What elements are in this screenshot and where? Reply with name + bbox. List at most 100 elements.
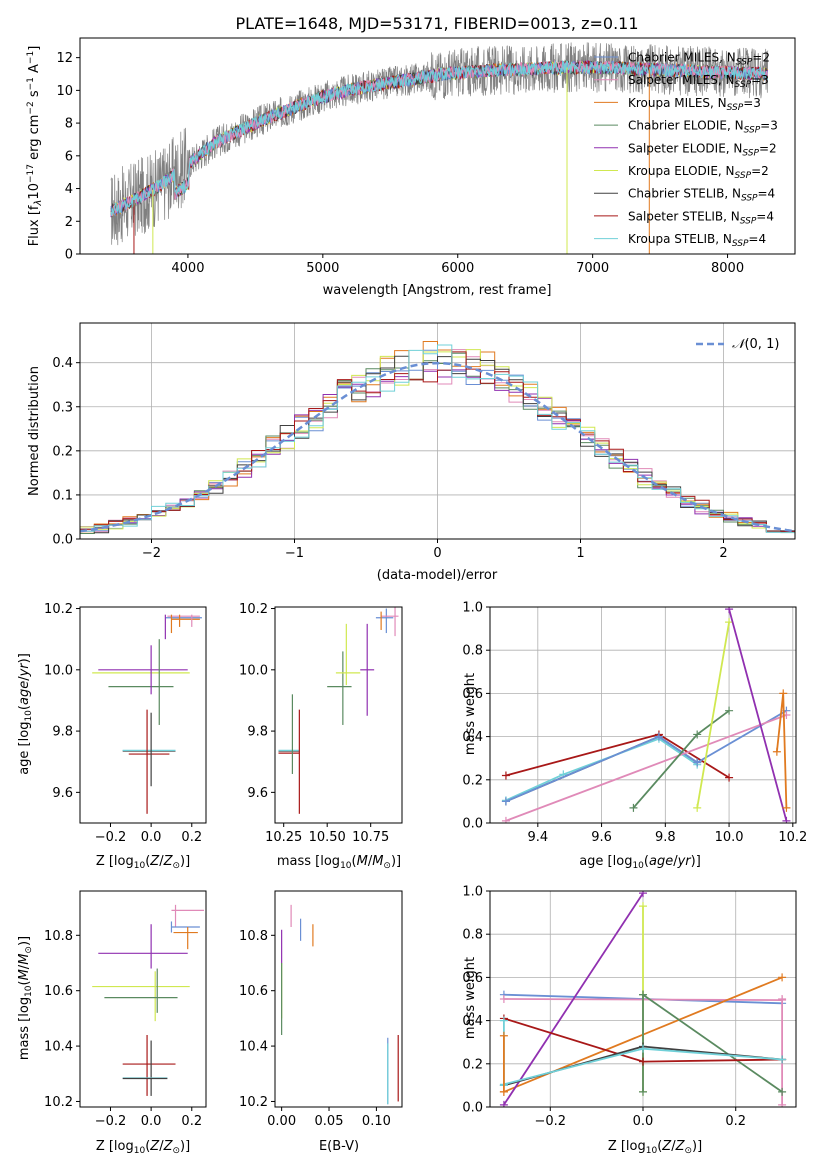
weight-marker-salpeter_stelib — [725, 773, 734, 782]
weight-marker-salpeter_elodie — [499, 1100, 508, 1107]
y-tick-label: 10.0 — [239, 663, 268, 678]
y-tick-label: 0.4 — [52, 356, 73, 371]
clipped-area — [92, 614, 202, 814]
weight-marker-chabrier_elodie — [693, 730, 702, 739]
weight-marker-chabrier_miles — [501, 797, 510, 806]
wZ-ylabel: mass weight — [463, 957, 478, 1039]
p-ageZ-frame — [79, 606, 207, 824]
y-tick-label: 9.8 — [247, 725, 268, 740]
y-tick-label: 10 — [56, 84, 73, 99]
x-tick-label: 10.75 — [352, 830, 389, 845]
y-tick-label: 10.0 — [44, 663, 73, 678]
age-vs-mass-plot: mass [log10(M/M⊙)] 10.25 10.50 10.75 9.6 9.8… — [239, 602, 403, 871]
weight-marker-salpeter_stelib — [501, 771, 510, 780]
y-tick-label: 0.2 — [462, 1057, 483, 1072]
y-tick-label: 9.6 — [52, 786, 73, 801]
x-tick-label: 0.0 — [633, 1114, 654, 1129]
y-tick-label: 2 — [65, 215, 73, 230]
x-tick-label: 7000 — [576, 261, 609, 276]
y-tick-label: 0.4 — [462, 1014, 483, 1029]
weight-line-salpeter_elodie — [503, 892, 644, 1106]
x-tick-label: 0.05 — [315, 1114, 344, 1129]
y-tick-label: 1.0 — [462, 885, 483, 900]
y-tick-label: 0.6 — [462, 971, 483, 986]
x-tick-label: 0.0 — [141, 1114, 162, 1129]
weight-marker-chabrier_elodie — [639, 990, 647, 999]
weight-line-chabrier_elodie — [642, 993, 783, 1093]
x-tick-label: 9.4 — [527, 830, 548, 845]
legend-label: Chabrier STELIB, NSSP=4 — [628, 187, 775, 204]
y-tick-label: 0.4 — [462, 730, 483, 745]
x-tick-label: 9.6 — [591, 830, 612, 845]
y-tick-label: 0.0 — [462, 817, 483, 832]
p-wAge-frame — [489, 606, 797, 824]
weight-line-salpeter_elodie — [728, 608, 788, 822]
y-tick-label: 0.2 — [52, 444, 73, 459]
p-mZ-frame — [79, 890, 207, 1108]
hist-xlabel: (data-model)/error — [377, 568, 498, 583]
x-tick-label: 0.00 — [267, 1114, 296, 1129]
p-wZ-frame — [489, 890, 797, 1108]
weight-marker-kroupa_miles — [772, 747, 781, 756]
y-tick-label: 10.6 — [239, 984, 268, 999]
histogram-step-kroupa_stelib — [80, 344, 795, 534]
y-tick-label: 10.2 — [44, 1095, 73, 1110]
ageM-xlabel: mass [log10(M/M⊙)] — [277, 854, 401, 871]
clipped-area — [499, 891, 787, 1107]
x-tick-label: 9.8 — [655, 830, 676, 845]
clipped-area — [110, 42, 769, 254]
weight-marker-chabrier_elodie — [639, 1087, 647, 1096]
x-tick-label: 10.50 — [309, 830, 346, 845]
y-tick-label: 9.8 — [52, 725, 73, 740]
ageZ-ylabel: age [log10(age/yr)] — [17, 653, 34, 775]
legend-label: Salpeter STELIB, NSSP=4 — [628, 209, 774, 226]
y-tick-label: 0 — [65, 248, 73, 263]
clipped-area — [281, 904, 399, 1105]
spectrum-xlabel: wavelength [Angstrom, rest frame] — [323, 283, 552, 298]
y-tick-label: 9.6 — [247, 786, 268, 801]
model-spectrum-kroupa_stelib — [110, 60, 768, 216]
weight-marker-kroupa_miles — [499, 1031, 508, 1040]
x-tick-label: 1 — [576, 546, 584, 561]
y-tick-label: 10.4 — [239, 1040, 268, 1055]
weight-line-salpeter_miles — [505, 714, 787, 822]
residual-histogram: (data-model)/error Normed distribution −… — [27, 322, 796, 583]
weight-marker-kroupa_miles — [782, 803, 791, 812]
weight-vs-age-plot: age [log10(age/yr)] mass weight 9.4 9.6 9.… — [462, 601, 807, 872]
weight-line-kroupa_elodie — [696, 621, 730, 809]
y-tick-label: 0.0 — [462, 1101, 483, 1116]
weight-marker-chabrier_elodie — [629, 803, 638, 812]
y-tick-label: 10.2 — [239, 1095, 268, 1110]
hist-legend: 𝒩(0, 1) — [696, 337, 779, 352]
y-tick-label: 12 — [56, 51, 73, 66]
y-tick-label: 8 — [65, 117, 73, 132]
weight-marker-salpeter_miles — [778, 995, 787, 1003]
mass-vs-extinction-plot: E(B-V) 0.00 0.05 0.10 10.2 10.4 10.6 10.8 — [239, 890, 403, 1154]
clipped-area — [501, 607, 791, 823]
x-tick-label: −2 — [142, 546, 161, 561]
x-tick-label: 6000 — [441, 261, 474, 276]
weight-marker-salpeter_elodie — [725, 607, 734, 614]
weight-marker-salpeter_elodie — [782, 816, 791, 823]
wAge-ylabel: mass weight — [463, 673, 478, 755]
weight-marker-chabrier_elodie — [778, 1087, 787, 1096]
clipped-area — [278, 607, 399, 814]
weight-marker-kroupa_miles — [779, 689, 788, 698]
y-tick-label: 0.8 — [462, 928, 483, 943]
y-tick-label: 0.2 — [462, 773, 483, 788]
ageZ-xlabel: Z [log10(Z/Z⊙)] — [96, 854, 190, 871]
normal-legend-label: 𝒩(0, 1) — [732, 337, 779, 352]
weight-marker-salpeter_miles — [778, 1100, 787, 1107]
weight-line-chabrier_miles — [505, 709, 787, 803]
mass-vs-metallicity-plot: Z [log10(Z/Z⊙)] mass [log10(M/M⊙)] −0.2 0… — [17, 890, 207, 1156]
weight-marker-chabrier_elodie — [725, 706, 734, 715]
spectrum-title: PLATE=1648, MJD=53171, FIBERID=0013, z=0… — [235, 14, 638, 33]
legend-label: Kroupa STELIB, NSSP=4 — [628, 232, 766, 249]
y-tick-label: 10.6 — [44, 984, 73, 999]
weight-marker-salpeter_miles — [501, 816, 510, 823]
x-tick-label: 0.2 — [181, 830, 202, 845]
weight-marker-chabrier_miles — [693, 758, 702, 767]
hist-ylabel: Normed distribution — [27, 366, 42, 496]
x-tick-label: 0.2 — [181, 1114, 202, 1129]
